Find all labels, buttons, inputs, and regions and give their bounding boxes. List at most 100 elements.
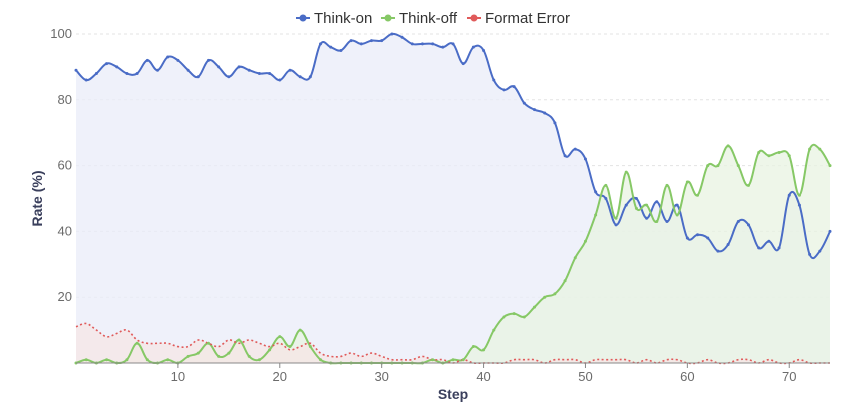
data-point-think-off bbox=[125, 358, 129, 362]
data-point-think-off bbox=[563, 279, 567, 283]
y-tick-label: 60 bbox=[58, 158, 72, 173]
data-point-think-off bbox=[624, 170, 628, 174]
data-point-think-on bbox=[186, 68, 190, 72]
data-point-think-on bbox=[217, 65, 221, 69]
data-point-think-off bbox=[767, 154, 771, 158]
legend-item-format-error[interactable]: Format Error bbox=[467, 10, 570, 27]
y-tick-label: 80 bbox=[58, 92, 72, 107]
legend-swatch-dot bbox=[470, 14, 478, 22]
data-point-think-on bbox=[125, 71, 129, 75]
data-point-think-off bbox=[319, 358, 323, 362]
y-tick-label: 20 bbox=[58, 289, 72, 304]
legend-item-think-off[interactable]: Think-off bbox=[381, 10, 458, 27]
data-point-think-off bbox=[431, 358, 435, 362]
data-point-think-off bbox=[736, 164, 740, 168]
data-point-think-off bbox=[716, 164, 720, 168]
data-point-think-on bbox=[400, 35, 404, 39]
x-tick-label: 20 bbox=[273, 369, 287, 384]
data-point-think-on bbox=[471, 45, 475, 49]
data-point-think-off bbox=[533, 305, 537, 309]
data-point-think-on bbox=[227, 75, 231, 79]
data-point-think-off bbox=[268, 348, 272, 352]
data-point-think-off bbox=[492, 328, 496, 332]
data-point-think-off bbox=[308, 345, 312, 349]
data-point-think-on bbox=[553, 121, 557, 125]
data-point-think-off bbox=[573, 256, 577, 260]
data-point-think-on bbox=[390, 32, 394, 36]
y-tick-label: 100 bbox=[50, 26, 72, 41]
data-point-think-on bbox=[268, 71, 272, 75]
data-point-think-on bbox=[237, 65, 241, 69]
data-point-think-on bbox=[196, 75, 200, 79]
data-point-think-on bbox=[675, 203, 679, 207]
x-tick-label: 70 bbox=[782, 369, 796, 384]
data-point-think-off bbox=[746, 183, 750, 187]
data-point-think-on bbox=[359, 42, 363, 46]
data-point-think-on bbox=[451, 42, 455, 46]
data-point-think-on bbox=[818, 249, 822, 253]
data-point-think-off bbox=[84, 358, 88, 362]
data-point-think-off bbox=[583, 239, 587, 243]
data-point-think-on bbox=[410, 42, 414, 46]
data-point-think-off bbox=[645, 203, 649, 207]
data-point-think-on bbox=[583, 157, 587, 161]
data-point-think-on bbox=[206, 58, 210, 62]
data-point-think-off bbox=[298, 328, 302, 332]
data-point-think-on bbox=[706, 236, 710, 240]
data-point-think-on bbox=[614, 223, 618, 227]
data-point-think-on bbox=[736, 220, 740, 224]
data-point-think-on bbox=[828, 229, 832, 233]
x-tick-label: 10 bbox=[171, 369, 185, 384]
legend[interactable]: Think-on Think-off Format Error bbox=[296, 10, 570, 27]
data-point-think-off bbox=[145, 358, 149, 362]
legend-item-think-on[interactable]: Think-on bbox=[296, 10, 372, 27]
data-point-think-on bbox=[665, 220, 669, 224]
data-point-think-on bbox=[757, 246, 761, 250]
data-point-think-off bbox=[696, 193, 700, 197]
data-point-think-off bbox=[257, 358, 261, 362]
data-point-think-off bbox=[675, 213, 679, 217]
data-point-think-on bbox=[716, 249, 720, 253]
data-point-think-on bbox=[502, 88, 506, 92]
data-point-think-off bbox=[186, 354, 190, 358]
data-point-think-on bbox=[247, 68, 251, 72]
data-point-think-off bbox=[196, 351, 200, 355]
x-tick-label: 50 bbox=[578, 369, 592, 384]
data-point-think-on bbox=[156, 68, 160, 72]
data-point-think-on bbox=[696, 233, 700, 237]
data-point-think-off bbox=[237, 338, 241, 342]
data-point-think-off bbox=[787, 154, 791, 158]
data-point-think-off bbox=[634, 206, 638, 210]
data-point-think-off bbox=[217, 354, 221, 358]
data-point-think-on bbox=[746, 223, 750, 227]
data-point-think-on bbox=[135, 71, 139, 75]
data-point-think-off bbox=[461, 358, 465, 362]
data-point-think-off bbox=[278, 335, 282, 339]
legend-label: Format Error bbox=[485, 10, 570, 27]
data-point-think-on bbox=[369, 39, 373, 43]
data-point-think-off bbox=[543, 295, 547, 299]
data-point-think-on bbox=[543, 111, 547, 115]
legend-label: Think-on bbox=[314, 10, 372, 27]
data-point-think-off bbox=[808, 147, 812, 151]
data-point-think-on bbox=[461, 62, 465, 66]
axes: 10 20 30 40 50 60 70 20 40 60 80 100 bbox=[50, 26, 830, 384]
data-point-think-on bbox=[604, 197, 608, 200]
data-point-think-on bbox=[94, 71, 98, 75]
data-point-think-off bbox=[247, 354, 251, 358]
data-point-think-on bbox=[787, 193, 791, 197]
data-point-think-on bbox=[624, 203, 628, 207]
series-area-think-off bbox=[76, 144, 830, 364]
data-point-think-off bbox=[594, 213, 598, 217]
x-tick-label: 40 bbox=[476, 369, 490, 384]
data-point-think-off bbox=[471, 345, 475, 349]
data-point-think-off bbox=[522, 315, 526, 319]
data-point-think-on bbox=[319, 42, 323, 46]
data-point-think-on bbox=[685, 236, 689, 240]
data-point-think-on bbox=[726, 243, 730, 247]
series-points bbox=[74, 32, 832, 365]
data-point-think-off bbox=[797, 193, 801, 197]
data-point-think-off bbox=[482, 348, 486, 352]
data-point-think-on bbox=[288, 68, 292, 72]
